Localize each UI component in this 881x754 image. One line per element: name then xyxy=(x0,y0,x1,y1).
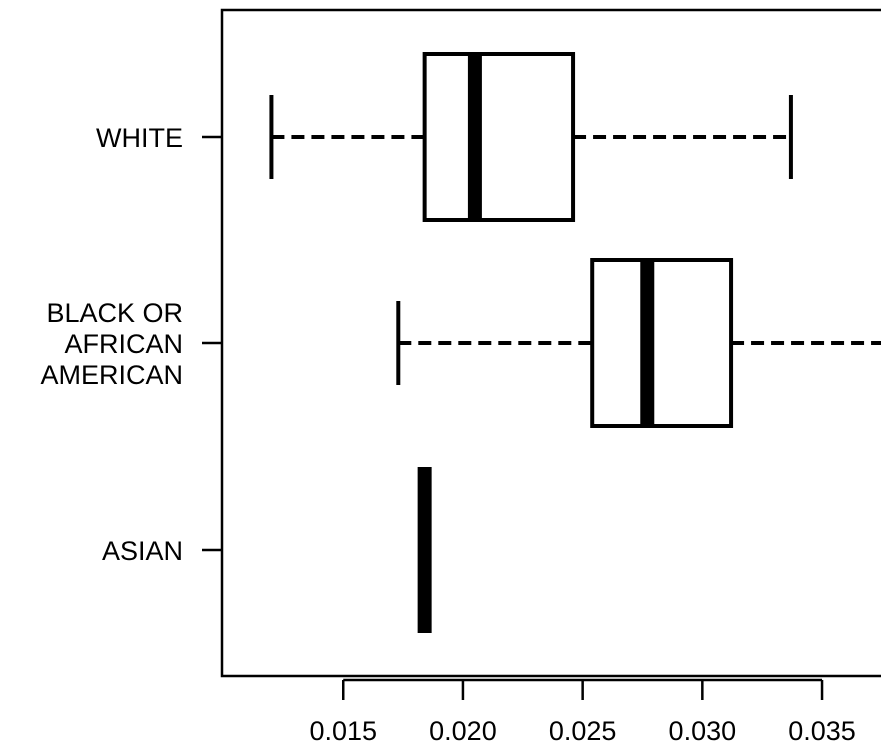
box-group xyxy=(396,258,881,428)
y-category-label: ASIAN xyxy=(102,536,183,566)
box-group xyxy=(269,52,793,222)
x-tick-label: 0.035 xyxy=(788,716,856,746)
y-category-label: BLACK OR AFRICAN AMERICAN xyxy=(40,298,183,390)
x-tick-label: 0.020 xyxy=(429,716,497,746)
x-tick-label: 0.025 xyxy=(549,716,617,746)
iqr-box xyxy=(590,258,734,428)
x-tick-label: 0.015 xyxy=(309,716,377,746)
y-category-label: WHITE xyxy=(96,123,183,153)
iqr-box xyxy=(422,52,576,222)
x-tick-label: 0.030 xyxy=(669,716,737,746)
